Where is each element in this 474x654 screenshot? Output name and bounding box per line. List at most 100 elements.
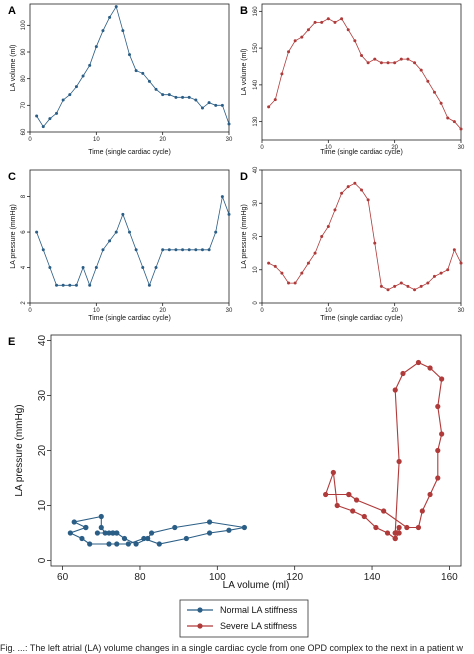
data-point xyxy=(134,248,138,252)
legend-label: Severe LA stiffness xyxy=(220,621,297,631)
x-tick-label: 10 xyxy=(93,308,100,314)
data-point xyxy=(227,212,231,216)
data-point xyxy=(114,541,120,547)
data-point xyxy=(446,268,450,272)
data-point xyxy=(68,283,72,287)
series-line-d xyxy=(268,182,462,291)
data-point xyxy=(326,225,330,229)
data-point xyxy=(346,185,350,189)
data-point xyxy=(406,284,410,288)
data-point xyxy=(313,251,317,255)
data-point xyxy=(366,198,370,202)
data-point xyxy=(427,491,433,498)
y-tick-label: 20 xyxy=(253,233,259,240)
data-point xyxy=(98,524,104,531)
data-point xyxy=(396,458,402,465)
data-point xyxy=(459,127,463,131)
data-point xyxy=(392,530,398,536)
y-tick-label: 40 xyxy=(253,166,259,173)
data-point xyxy=(207,101,211,105)
data-point xyxy=(350,508,356,514)
data-point xyxy=(71,519,77,525)
data-point xyxy=(98,513,104,520)
panel-letter: A xyxy=(8,5,16,17)
plot-frame xyxy=(29,169,230,304)
data-point xyxy=(280,271,284,275)
data-point xyxy=(183,535,189,542)
data-point xyxy=(346,491,352,498)
data-point xyxy=(320,235,324,238)
y-tick-label: 8 xyxy=(21,194,27,198)
data-point xyxy=(427,365,433,371)
legend-swatch-marker xyxy=(197,623,203,629)
legend-entry: Normal LA stiffness xyxy=(187,605,298,615)
data-point xyxy=(360,53,363,57)
data-point xyxy=(379,61,383,65)
data-point xyxy=(172,524,178,531)
data-point xyxy=(426,79,430,83)
data-point xyxy=(446,116,450,120)
data-point xyxy=(167,248,171,252)
panel-a: 0 10 20 30 60 70 80 90 100 A Time (single cardiac … xyxy=(8,3,233,156)
data-point xyxy=(81,74,85,78)
data-point xyxy=(435,447,441,454)
data-point xyxy=(174,95,178,99)
data-point xyxy=(353,497,360,503)
data-point xyxy=(200,106,204,110)
data-point xyxy=(381,508,387,514)
y-axis-label: LA pressure (mmHg) xyxy=(10,204,17,269)
data-point xyxy=(419,508,425,514)
data-point xyxy=(241,524,247,531)
x-tick-label: 120 xyxy=(286,572,303,583)
data-point xyxy=(141,71,145,75)
x-tick-label: 0 xyxy=(260,308,264,314)
data-point xyxy=(273,98,277,102)
data-point xyxy=(55,111,59,115)
data-point xyxy=(439,431,445,437)
y-tick-label: 20 xyxy=(37,445,48,457)
y-tick-label: 0 xyxy=(253,301,259,305)
y-tick-label: 6 xyxy=(21,230,27,234)
data-point xyxy=(426,281,430,285)
y-tick-label: 30 xyxy=(253,199,259,206)
data-point xyxy=(145,535,151,542)
y-tick-label: 70 xyxy=(21,101,27,108)
data-point xyxy=(384,530,391,536)
data-point xyxy=(194,98,198,102)
data-point xyxy=(306,28,310,32)
y-tick-label: 80 xyxy=(21,75,27,82)
data-point xyxy=(128,53,131,57)
data-point xyxy=(379,284,383,288)
y-tick-label: 90 xyxy=(21,48,27,55)
data-point xyxy=(227,122,231,126)
data-point xyxy=(273,264,277,268)
data-point xyxy=(334,502,340,509)
data-point xyxy=(181,248,185,252)
data-point xyxy=(41,125,45,129)
y-axis-label: LA volume (ml) xyxy=(10,45,17,92)
data-point xyxy=(74,85,78,89)
data-point xyxy=(415,359,422,366)
legend: Normal LA stiffness Severe LA stiffness xyxy=(179,599,309,638)
data-point xyxy=(121,29,125,33)
data-point xyxy=(404,524,410,531)
data-point xyxy=(61,98,65,102)
data-point xyxy=(313,20,317,24)
series-line-normal xyxy=(68,515,245,545)
data-point xyxy=(88,63,92,67)
data-point xyxy=(267,261,271,265)
data-point xyxy=(148,530,155,536)
data-point xyxy=(114,230,118,234)
data-point xyxy=(81,266,85,270)
x-tick-label: 10 xyxy=(325,145,332,151)
data-point xyxy=(125,541,131,547)
data-point xyxy=(459,261,463,265)
x-tick-label: 0 xyxy=(260,145,264,151)
data-point xyxy=(439,101,443,105)
data-point xyxy=(174,248,178,252)
data-point xyxy=(154,266,158,270)
x-axis-label: Time (single cardiac cycle) xyxy=(320,149,403,156)
data-point xyxy=(300,35,304,39)
y-tick-label: 4 xyxy=(21,265,27,269)
